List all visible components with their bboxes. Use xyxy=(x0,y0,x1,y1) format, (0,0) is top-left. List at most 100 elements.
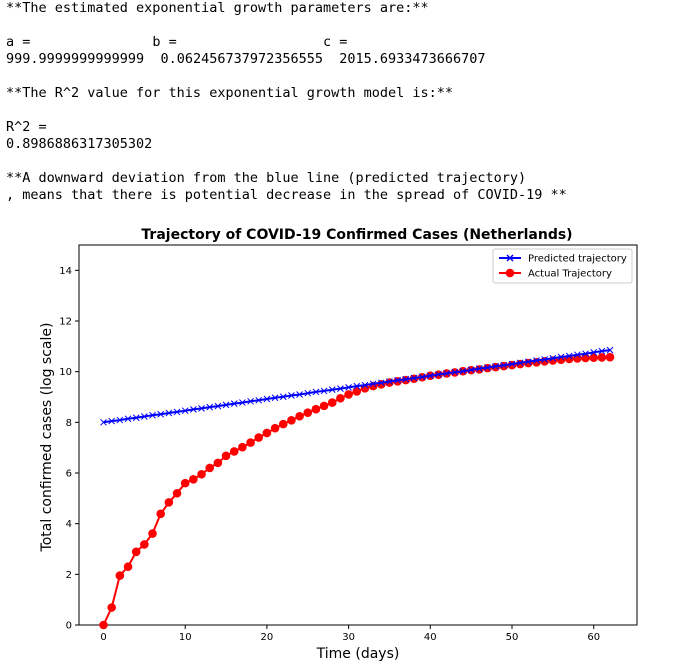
data-point xyxy=(557,353,565,361)
legend-box xyxy=(492,248,633,284)
data-point xyxy=(107,603,116,612)
data-point xyxy=(189,475,198,484)
data-point xyxy=(213,458,223,468)
data-point xyxy=(206,403,214,411)
data-point xyxy=(524,358,532,366)
series-actual xyxy=(99,352,615,630)
data-point xyxy=(205,463,215,473)
data-point xyxy=(270,423,280,433)
data-point xyxy=(410,374,418,382)
data-point xyxy=(426,372,434,380)
legend: Predicted trajectory Actual Trajectory xyxy=(492,248,633,284)
data-point xyxy=(606,346,614,354)
y-tick-label: 12 xyxy=(59,317,72,328)
data-point xyxy=(157,410,165,418)
data-point xyxy=(500,361,508,369)
notebook-output: **The estimated exponential growth param… xyxy=(6,0,567,204)
r2-label: R^2 = xyxy=(6,119,47,135)
data-point xyxy=(589,353,598,363)
data-point xyxy=(337,385,344,392)
data-point xyxy=(597,353,607,362)
data-point xyxy=(386,378,393,385)
data-point xyxy=(278,419,288,429)
params-header: **The estimated exponential growth param… xyxy=(6,0,429,16)
y-tick-label: 4 xyxy=(66,519,72,530)
data-point xyxy=(467,366,475,374)
legend-label: Predicted trajectory xyxy=(528,254,627,265)
data-point xyxy=(549,354,557,362)
axis-ticks: 0 10 20 30 40 50 60 0 2 4 6 8 10 12 14 xyxy=(59,266,600,643)
data-point xyxy=(255,396,263,404)
data-point xyxy=(319,401,329,411)
data-point xyxy=(435,371,442,378)
x-tick-label: 60 xyxy=(587,632,600,643)
data-point xyxy=(344,390,353,399)
series-predicted xyxy=(100,346,614,426)
data-point xyxy=(443,370,450,377)
y-tick-label: 6 xyxy=(66,469,72,480)
x-tick-label: 0 xyxy=(100,632,106,643)
data-point xyxy=(108,417,116,425)
c-value: 2015.6933473666707 xyxy=(339,51,486,67)
data-point xyxy=(197,469,206,479)
data-point xyxy=(262,428,272,438)
chart-title: Trajectory of COVID-19 Confirmed Cases (… xyxy=(141,227,572,243)
data-point xyxy=(124,415,132,423)
data-point xyxy=(327,398,337,407)
x-axis-label: Time (days) xyxy=(316,646,400,662)
data-point xyxy=(451,368,459,376)
data-point xyxy=(246,438,255,447)
data-point xyxy=(141,413,148,420)
data-point xyxy=(352,387,362,396)
data-point xyxy=(100,418,107,426)
data-point xyxy=(303,408,313,418)
param-values-row: 999.9999999999999 0.062456737972356555 2… xyxy=(6,51,567,68)
data-point xyxy=(221,451,231,461)
x-tick-label: 10 xyxy=(179,632,192,643)
data-point xyxy=(361,381,369,389)
data-point xyxy=(312,388,320,396)
data-point xyxy=(149,411,156,419)
data-point xyxy=(533,357,540,364)
data-point xyxy=(345,384,352,391)
data-point xyxy=(304,389,312,397)
data-point xyxy=(148,529,157,538)
data-point xyxy=(508,360,516,368)
legend-label: Actual Trajectory xyxy=(528,269,612,280)
data-point xyxy=(336,393,345,403)
data-point xyxy=(165,409,173,417)
a-value: 999.9999999999999 xyxy=(6,51,145,67)
y-tick-label: 0 xyxy=(66,621,72,632)
data-point xyxy=(180,478,190,488)
data-point xyxy=(222,401,230,409)
data-point xyxy=(369,380,377,388)
data-point xyxy=(605,352,615,362)
data-point xyxy=(214,402,222,410)
data-point xyxy=(263,395,271,403)
data-point xyxy=(320,387,328,395)
x-tick-label: 40 xyxy=(424,632,437,643)
data-point xyxy=(475,365,483,372)
x-tick-label: 20 xyxy=(261,632,274,643)
data-point xyxy=(271,394,279,402)
data-point xyxy=(353,382,361,390)
data-point xyxy=(230,400,238,407)
legend-marker-dot xyxy=(505,268,515,278)
x-tick-label: 50 xyxy=(506,632,519,643)
data-point xyxy=(287,416,296,425)
note-line-1: **A downward deviation from the blue lin… xyxy=(6,170,527,186)
data-point xyxy=(279,393,287,401)
data-point xyxy=(582,350,589,358)
data-point xyxy=(247,397,254,405)
data-point xyxy=(238,442,247,452)
plot-frame xyxy=(78,244,638,626)
data-point xyxy=(296,391,303,398)
data-point xyxy=(172,488,182,498)
data-point xyxy=(598,347,606,355)
data-point xyxy=(140,540,149,549)
series-group xyxy=(99,346,615,630)
data-point xyxy=(492,362,500,370)
y-axis-label: Total confirmed cases (log scale) xyxy=(39,323,55,553)
y-tick-label: 8 xyxy=(66,418,72,429)
y-tick-label: 14 xyxy=(59,266,72,277)
